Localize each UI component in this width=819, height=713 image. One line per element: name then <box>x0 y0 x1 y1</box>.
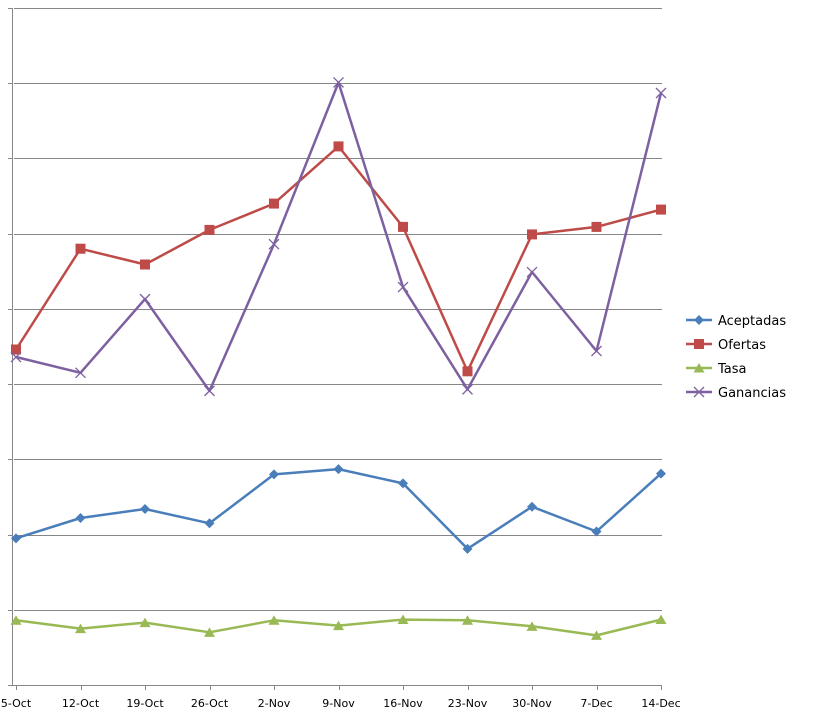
data-point <box>527 501 537 512</box>
x-tick-label: 7-Dec <box>580 697 612 710</box>
data-point <box>11 344 21 355</box>
data-point <box>204 518 215 529</box>
data-point <box>333 464 344 475</box>
data-point <box>398 221 408 232</box>
data-point <box>75 513 86 524</box>
data-point <box>591 526 602 537</box>
x-tick-label: 2-Nov <box>258 697 291 710</box>
x-tick-labels: 5-Oct 12-Oct 19-Oct 26-Oct 2-Nov 9-Nov 16-Nov 2… <box>1 697 681 710</box>
data-point <box>526 621 538 631</box>
series-aceptadas <box>11 464 666 554</box>
x-tick-label: 23-Nov <box>448 697 488 710</box>
x-tick-label: 9-Nov <box>322 697 355 710</box>
x-tick-label: 26-Oct <box>191 697 229 710</box>
data-point <box>75 623 86 634</box>
legend-item: Ganancias <box>686 386 786 401</box>
x-tick-label: 30-Nov <box>512 697 552 710</box>
data-point <box>694 315 704 325</box>
x-tick-label: 12-Oct <box>62 697 100 710</box>
data-point <box>333 77 344 88</box>
data-point <box>75 367 86 379</box>
data-point <box>204 627 215 637</box>
data-point <box>139 617 151 628</box>
series-lines <box>10 77 667 640</box>
data-point <box>398 478 408 489</box>
series-ofertas <box>11 141 666 377</box>
data-point <box>694 339 704 349</box>
data-point <box>269 198 279 209</box>
axes <box>8 8 662 690</box>
data-point <box>591 630 602 640</box>
data-point <box>656 468 666 479</box>
legend-label: Ofertas <box>718 338 766 353</box>
data-point <box>139 293 151 305</box>
data-point <box>140 259 150 270</box>
series-tasa <box>10 614 667 640</box>
data-point <box>462 615 473 625</box>
data-point <box>204 224 215 235</box>
data-point <box>10 615 22 625</box>
data-point <box>333 141 344 152</box>
x-tick-label: 19-Oct <box>126 697 164 710</box>
x-tick-label: 5-Oct <box>1 697 32 710</box>
legend-item: Ofertas <box>686 338 766 353</box>
data-point <box>397 614 409 625</box>
series-line <box>15 81 663 393</box>
data-point <box>591 221 602 232</box>
data-point <box>655 87 667 99</box>
series-ganancias <box>10 77 667 397</box>
data-point <box>75 243 86 254</box>
data-point <box>656 204 666 215</box>
legend-item: Tasa <box>686 362 747 377</box>
legend: Aceptadas Ofertas Tasa Ganancias <box>686 314 786 401</box>
legend-label: Ganancias <box>718 386 786 401</box>
data-point <box>655 614 667 625</box>
data-point <box>10 351 22 363</box>
data-point <box>462 383 473 395</box>
data-point <box>693 363 705 373</box>
data-point <box>693 386 705 398</box>
data-point <box>527 229 537 240</box>
data-point <box>462 543 473 554</box>
data-point <box>268 615 280 625</box>
data-point <box>591 345 602 357</box>
data-point <box>204 385 215 397</box>
data-point <box>269 469 279 480</box>
legend-label: Aceptadas <box>718 314 786 329</box>
legend-label: Tasa <box>717 362 747 377</box>
x-tick-label: 16-Nov <box>383 697 423 710</box>
gridlines <box>14 8 662 611</box>
data-point <box>526 266 538 278</box>
legend-item: Aceptadas <box>686 314 786 329</box>
data-point <box>268 238 280 250</box>
data-point <box>333 620 344 631</box>
series-line <box>15 467 662 551</box>
data-point <box>140 503 150 514</box>
data-point <box>462 366 473 377</box>
data-point <box>397 281 409 293</box>
data-point <box>11 533 21 544</box>
x-tick-label: 14-Dec <box>641 697 680 710</box>
